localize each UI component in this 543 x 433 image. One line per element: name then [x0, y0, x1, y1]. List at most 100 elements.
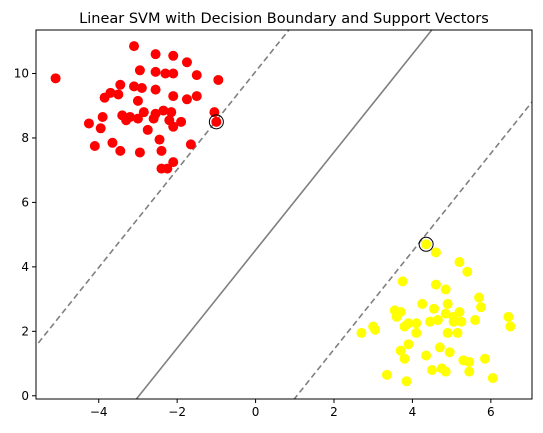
yellow-data-point: [476, 302, 487, 313]
red-data-point: [50, 73, 61, 84]
red-data-point: [185, 139, 196, 150]
yellow-data-point: [430, 279, 441, 290]
red-data-point: [89, 141, 100, 152]
red-data-point: [150, 66, 161, 77]
chart-title: Linear SVM with Decision Boundary and Su…: [79, 11, 489, 27]
red-data-point: [148, 113, 159, 124]
x-tick-label: −2: [168, 405, 186, 419]
support-vector-ring: [418, 236, 434, 252]
red-data-point: [211, 116, 222, 127]
yellow-data-point: [397, 276, 408, 287]
support-vector-ring: [208, 114, 224, 130]
yellow-data-point: [427, 364, 438, 375]
x-tick-label: 0: [252, 405, 260, 419]
x-tick-label: 2: [330, 405, 338, 419]
yellow-data-point: [444, 347, 455, 358]
red-data-point: [129, 41, 140, 52]
yellow-data-point: [440, 308, 451, 319]
y-tick-label: 6: [21, 195, 29, 209]
red-data-point: [168, 50, 179, 61]
yellow-data-point: [440, 366, 451, 377]
x-tick-label: 6: [487, 405, 495, 419]
yellow-data-point: [503, 311, 514, 322]
red-data-point: [156, 145, 167, 156]
red-data-point: [150, 84, 161, 95]
yellow-data-point: [454, 257, 465, 268]
red-data-point: [158, 105, 169, 116]
yellow-data-point: [428, 303, 439, 314]
yellow-data-point: [399, 321, 410, 332]
yellow-data-point: [411, 318, 422, 329]
red-data-point: [162, 163, 173, 174]
yellow-data-point: [456, 316, 467, 327]
red-data-point: [97, 112, 108, 123]
y-tick-label: 0: [21, 389, 29, 403]
yellow-data-point: [464, 366, 475, 377]
red-data-point: [134, 147, 145, 158]
red-data-point: [168, 121, 179, 132]
red-data-point: [181, 94, 192, 105]
yellow-data-point: [470, 315, 481, 326]
yellow-data-point: [474, 292, 485, 303]
red-data-point: [136, 83, 147, 94]
red-data-point: [168, 157, 179, 168]
red-data-point: [132, 95, 143, 106]
yellow-data-point: [454, 306, 465, 317]
red-data-point: [191, 70, 202, 81]
plot-frame: [35, 29, 533, 400]
red-data-point: [154, 134, 165, 145]
yellow-data-point: [487, 373, 498, 384]
yellow-data-point: [395, 345, 406, 356]
yellow-data-point: [430, 247, 441, 258]
red-data-point: [213, 74, 224, 85]
yellow-data-point: [401, 376, 412, 387]
red-data-point: [168, 91, 179, 102]
y-tick-label: 2: [21, 324, 29, 338]
yellow-data-point: [452, 327, 463, 338]
red-data-point: [134, 65, 145, 76]
y-tick-label: 4: [21, 260, 29, 274]
yellow-data-point: [399, 353, 410, 364]
red-data-point: [83, 118, 94, 129]
y-tick-label: 8: [21, 131, 29, 145]
yellow-data-point: [464, 356, 475, 367]
yellow-data-point: [448, 316, 459, 327]
red-data-point: [113, 89, 124, 100]
yellow-data-point: [356, 327, 367, 338]
upper-margin-line: [36, 30, 290, 348]
red-data-point: [150, 49, 161, 60]
yellow-data-point: [442, 327, 453, 338]
red-data-point: [168, 68, 179, 79]
red-data-point: [209, 107, 220, 118]
x-tick-label: 4: [409, 405, 417, 419]
red-data-point: [160, 68, 171, 79]
red-data-point: [115, 79, 126, 90]
yellow-data-point: [391, 311, 402, 322]
yellow-data-point: [434, 342, 445, 353]
red-data-point: [138, 107, 149, 118]
yellow-data-point: [370, 324, 381, 335]
yellow-data-point: [403, 339, 414, 350]
y-tick-label: 10: [14, 67, 29, 81]
yellow-data-point: [462, 266, 473, 277]
yellow-data-point: [442, 298, 453, 309]
red-data-point: [121, 115, 132, 126]
yellow-data-point: [479, 353, 490, 364]
yellow-data-point: [381, 369, 392, 380]
red-data-point: [129, 81, 140, 92]
yellow-data-point: [417, 298, 428, 309]
red-data-point: [115, 145, 126, 156]
red-data-point: [191, 91, 202, 102]
red-data-point: [181, 57, 192, 68]
red-data-point: [95, 123, 106, 134]
red-data-point: [176, 116, 187, 127]
red-data-point: [166, 107, 177, 118]
red-data-point: [107, 137, 118, 148]
yellow-data-point: [432, 315, 443, 326]
yellow-data-point: [421, 239, 432, 250]
yellow-data-point: [505, 321, 516, 332]
x-tick-label: −4: [90, 405, 108, 419]
red-data-point: [132, 113, 143, 124]
